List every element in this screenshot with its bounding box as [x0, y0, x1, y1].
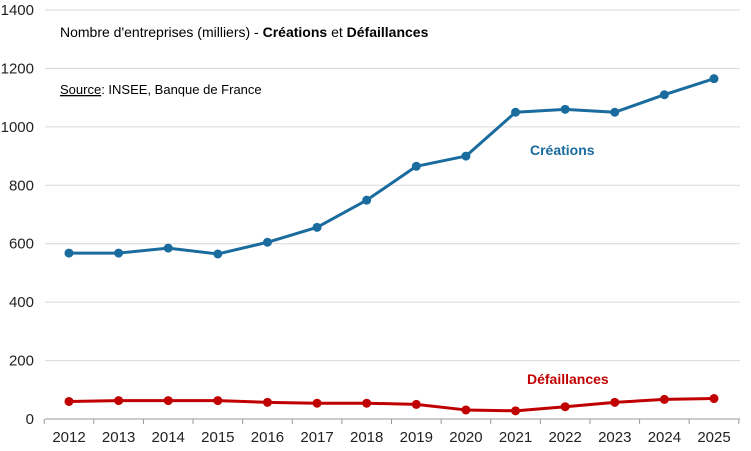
x-tick-label: 2019 [400, 429, 433, 446]
series-lines [64, 74, 719, 416]
y-tick-label: 200 [9, 353, 34, 370]
data-point-defaillances [163, 396, 173, 406]
data-point-creations [709, 74, 719, 84]
series-label-defaillances: Défaillances [527, 371, 609, 387]
data-point-defaillances [560, 402, 570, 412]
x-tick-label: 2021 [499, 429, 532, 446]
data-point-creations [461, 151, 471, 161]
source-label: Source [60, 82, 101, 97]
y-tick-label: 0 [26, 411, 34, 428]
source-text: : INSEE, Banque de France [101, 82, 261, 97]
data-point-creations [560, 104, 570, 114]
data-point-creations [64, 248, 74, 258]
y-tick-label: 1000 [1, 119, 34, 136]
chart-title-series-b: Défaillances [347, 24, 429, 40]
data-point-creations [659, 90, 669, 100]
data-point-creations [362, 195, 372, 205]
series-creations [64, 74, 719, 259]
y-tick-label: 600 [9, 236, 34, 253]
data-point-creations [262, 237, 272, 247]
chart-title: Nombre d'entreprises (milliers) - Créati… [60, 24, 429, 40]
data-point-defaillances [213, 396, 223, 406]
data-point-creations [163, 243, 173, 253]
x-tick-label: 2018 [350, 429, 383, 446]
data-point-creations [114, 248, 124, 258]
y-tick-label: 1200 [1, 60, 34, 77]
x-tick-label: 2017 [300, 429, 333, 446]
series-line-defaillances [67, 397, 716, 413]
x-axis-ticks: 2012 2013 2014 2015 2016 2017 2018 2019 2020 2021… [43, 419, 740, 446]
series-line-creations [67, 77, 716, 256]
data-point-creations [511, 107, 521, 117]
data-point-creations [411, 161, 421, 171]
x-tick-label: 2020 [449, 429, 482, 446]
data-point-creations [213, 249, 223, 259]
data-point-defaillances [114, 396, 124, 406]
chart-title-joiner: et [327, 24, 346, 40]
data-point-defaillances [262, 397, 272, 407]
x-tick-label: 2023 [598, 429, 631, 446]
chart-title-series-a: Créations [263, 24, 328, 40]
data-point-defaillances [659, 394, 669, 404]
y-tick-label: 1400 [1, 2, 34, 19]
data-point-defaillances [709, 394, 719, 404]
x-tick-label: 2025 [697, 429, 730, 446]
y-tick-label: 800 [9, 177, 34, 194]
data-point-defaillances [411, 399, 421, 409]
x-tick-label: 2022 [548, 429, 581, 446]
data-point-defaillances [461, 405, 471, 415]
x-tick-label: 2012 [52, 429, 85, 446]
y-tick-label: 400 [9, 294, 34, 311]
data-point-defaillances [362, 398, 372, 408]
x-tick-label: 2014 [152, 429, 185, 446]
source-note: Source: INSEE, Banque de France [60, 82, 262, 97]
data-point-creations [312, 222, 322, 232]
data-point-defaillances [610, 397, 620, 407]
x-tick-label: 2024 [648, 429, 681, 446]
data-point-creations [610, 107, 620, 117]
data-point-defaillances [511, 406, 521, 416]
x-tick-label: 2016 [251, 429, 284, 446]
data-point-defaillances [312, 398, 322, 408]
chart-title-prefix: Nombre d'entreprises (milliers) - [60, 24, 263, 40]
gridlines [45, 9, 740, 420]
x-tick-label: 2013 [102, 429, 135, 446]
x-tick-label: 2015 [201, 429, 234, 446]
series-defaillances [64, 394, 719, 416]
y-axis-ticks: 0 200 400 600 800 1000 1200 1400 [1, 2, 34, 428]
data-point-defaillances [64, 396, 74, 406]
series-label-creations: Créations [530, 142, 595, 158]
